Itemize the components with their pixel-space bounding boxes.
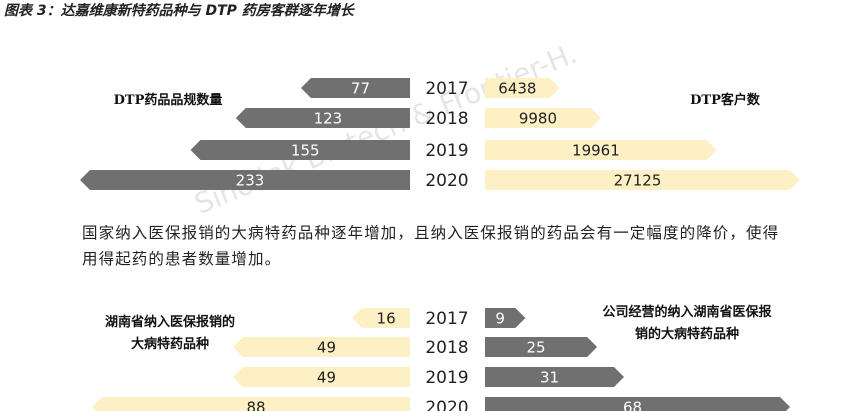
- category-label: 2020: [425, 171, 468, 191]
- paragraph: 国家纳入医保报销的大病特药品种逐年增加，且纳入医保报销的药品会有一定幅度的降价，…: [82, 224, 780, 268]
- legend-label: DTP客户数: [690, 93, 760, 108]
- value-label: 25: [527, 339, 546, 357]
- bar: [485, 367, 625, 387]
- legend-label: DTP药品品规数量: [113, 93, 223, 108]
- bar: [485, 308, 526, 328]
- category-label: 2020: [425, 398, 468, 411]
- category-label: 2018: [425, 338, 468, 358]
- value-label: 155: [291, 142, 320, 160]
- category-label: 2019: [425, 141, 468, 161]
- value-label: 77: [351, 80, 370, 98]
- value-label: 68: [623, 399, 642, 411]
- bar: [485, 337, 598, 357]
- bar: [485, 170, 800, 190]
- value-label: 19961: [572, 142, 620, 160]
- value-label: 9: [495, 310, 505, 328]
- value-label: 88: [246, 399, 265, 411]
- legend-label: 公司经营的纳入湖南省医保报销的大病特药品种: [602, 305, 772, 342]
- bar: [80, 170, 410, 190]
- bar: [232, 367, 410, 387]
- bar: [485, 78, 560, 98]
- bar: [485, 397, 790, 411]
- value-label: 233: [236, 172, 265, 190]
- category-label: 2019: [425, 368, 468, 388]
- bar: [485, 108, 601, 128]
- value-label: 49: [317, 369, 336, 387]
- value-label: 31: [540, 369, 559, 387]
- bar: [352, 308, 410, 328]
- bar: [300, 78, 410, 98]
- bar: [235, 108, 410, 128]
- value-label: 16: [377, 310, 396, 328]
- bar: [92, 397, 410, 411]
- value-label: 27125: [614, 172, 662, 190]
- value-label: 123: [314, 110, 343, 128]
- value-label: 49: [317, 339, 336, 357]
- bar: [232, 337, 410, 357]
- bar: [190, 140, 410, 160]
- category-label: 2017: [425, 309, 468, 329]
- value-label: 9980: [519, 110, 557, 128]
- category-label: 2018: [425, 109, 468, 129]
- legend-label: 湖南省纳入医保报销的大病特药品种: [104, 315, 235, 352]
- bar: [485, 140, 717, 160]
- title: 图表 3：达嘉维康新特药品种与 DTP 药房客群逐年增长: [4, 3, 354, 19]
- value-label: 6438: [498, 80, 536, 98]
- category-label: 2017: [425, 79, 468, 99]
